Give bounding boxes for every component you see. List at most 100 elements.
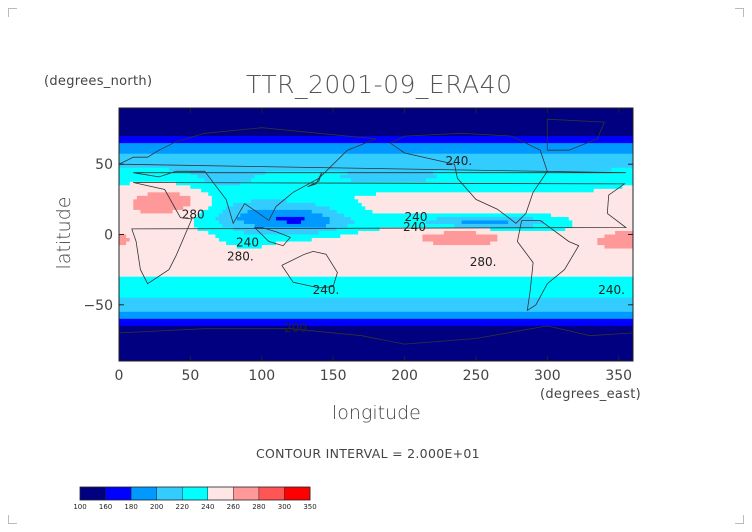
contour-label: 200.: [284, 321, 311, 335]
axes: 0 50 100 150 200 250 300 350 50 0 −50: [83, 108, 633, 384]
colorbar-tick-label: 240: [201, 503, 214, 511]
colorbar-tick-label: 200: [150, 503, 163, 511]
contour-label: 240: [236, 235, 259, 249]
field-cell: [119, 220, 195, 225]
field-cell: [172, 209, 202, 214]
field-cell: [136, 195, 191, 200]
colorbar-frame: [79, 486, 311, 501]
field-cell: [347, 223, 455, 228]
field-cell: [550, 213, 633, 218]
field-cell: [119, 287, 633, 292]
field-cell: [218, 220, 245, 225]
field-cell: [597, 241, 633, 246]
contour-label: 240.: [445, 154, 472, 168]
field-cell: [211, 199, 252, 204]
field-cell: [119, 318, 633, 323]
field-cell: [119, 301, 633, 306]
field-cell: [119, 241, 127, 246]
colorbar-swatch: [105, 487, 132, 500]
corner-mark-bl: [8, 515, 17, 524]
x-tick-label: 350: [605, 368, 632, 384]
x-units-label: (degrees_east): [540, 387, 642, 402]
field-cell: [443, 230, 477, 235]
field-cell: [119, 160, 633, 165]
field-cell: [129, 181, 177, 186]
colorbar-swatch: [182, 487, 209, 500]
colorbar-swatch: [156, 487, 183, 500]
field-cell: [322, 213, 345, 218]
x-tick-label: 200: [391, 368, 418, 384]
field-cell: [433, 171, 633, 176]
coastline-6: [119, 325, 633, 345]
field-cell: [340, 234, 423, 239]
field-cell: [218, 238, 313, 242]
coastline-1: [119, 127, 626, 225]
colorbar-swatch: [131, 487, 157, 500]
field-cell: [119, 167, 170, 172]
field-cell: [304, 216, 330, 221]
field-cell: [593, 188, 633, 193]
field-cell: [183, 206, 209, 211]
colorbar-tick-label: 180: [124, 503, 137, 511]
field-cell: [119, 238, 131, 242]
field-cell: [204, 178, 252, 183]
field-cell: [422, 238, 498, 242]
field-cell: [208, 206, 227, 211]
colorbar-tick-label: 260: [227, 503, 240, 511]
field-cell: [215, 234, 341, 239]
field-cell: [119, 143, 633, 148]
field-cell: [119, 259, 633, 264]
field-cell: [233, 202, 316, 207]
field-cell: [179, 192, 209, 197]
field-cell: [119, 294, 633, 299]
field-cell: [119, 153, 633, 158]
field-cell: [354, 195, 633, 200]
colorbar-tick-label: 220: [176, 503, 189, 511]
field-cell: [475, 230, 616, 235]
field-cell: [119, 139, 633, 144]
field-cell: [119, 290, 633, 295]
field-cell: [425, 220, 463, 225]
field-cell: [119, 171, 191, 176]
x-tick-label: 50: [181, 368, 199, 384]
coastline-overlay: [119, 118, 633, 345]
field-cell: [119, 202, 134, 207]
contour-label: 280: [182, 207, 205, 221]
field-cell: [568, 216, 633, 221]
field-cell: [572, 220, 633, 225]
field-cell: [190, 195, 213, 200]
field-cell: [276, 241, 434, 246]
field-cell: [329, 206, 366, 211]
contour-label: 280.: [227, 250, 254, 264]
field-cell: [340, 174, 438, 179]
field-cell: [358, 199, 633, 204]
field-cell: [119, 146, 633, 151]
field-cell: [119, 357, 633, 361]
field-cell: [329, 216, 352, 221]
field-cell: [286, 199, 359, 204]
field-cell: [201, 188, 595, 193]
colorbar-tick-label: 280: [252, 503, 265, 511]
field-cell: [572, 223, 633, 228]
field-cell: [119, 108, 633, 112]
field-cell: [201, 209, 223, 214]
field-cell: [119, 136, 633, 141]
field-cell: [129, 238, 220, 242]
field-cell: [318, 230, 359, 235]
field-cell: [190, 185, 623, 190]
field-cell: [508, 220, 545, 225]
x-tick-label: 250: [463, 368, 490, 384]
field-cell: [358, 230, 445, 235]
field-cell: [251, 178, 352, 183]
field-cell: [604, 245, 633, 249]
field-cell: [251, 199, 288, 204]
field-cell: [119, 206, 134, 211]
field-cell: [119, 111, 633, 116]
coastline-8: [307, 172, 323, 188]
field-cell: [261, 245, 605, 249]
field-cell: [365, 206, 633, 211]
field-cell: [436, 174, 633, 179]
x-tick-label: 300: [534, 368, 561, 384]
field-cell: [543, 220, 573, 225]
